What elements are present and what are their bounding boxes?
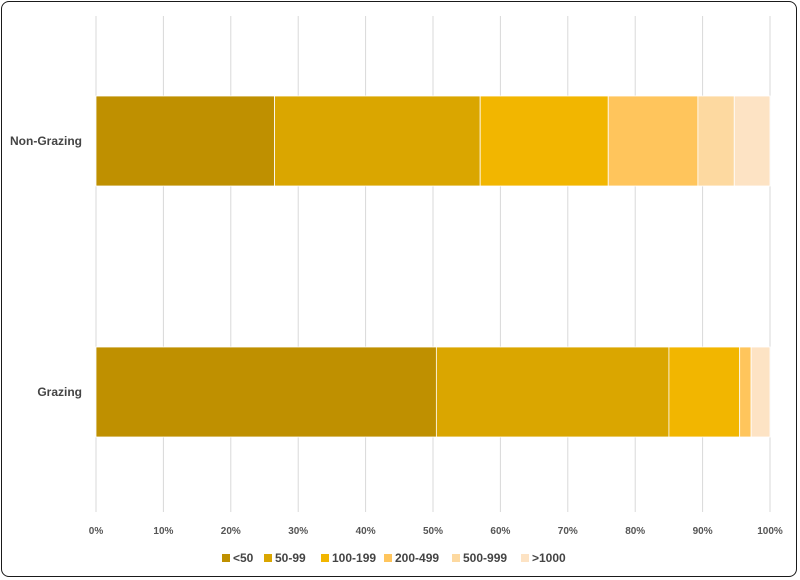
x-tick-label: 20% — [221, 526, 241, 537]
legend-label: 500-999 — [463, 551, 507, 565]
category-label: Non-Grazing — [10, 134, 82, 148]
bar-segment — [95, 95, 276, 187]
x-tick-label: 70% — [558, 526, 578, 537]
legend-label: <50 — [233, 551, 254, 565]
x-tick-label: 0% — [89, 526, 104, 537]
x-tick-label: 50% — [423, 526, 443, 537]
bar-segment — [739, 346, 752, 438]
bar-segment — [607, 95, 699, 187]
legend-swatch — [384, 554, 392, 562]
category-labels: Non-Grazing Grazing — [10, 134, 82, 399]
bar-segment — [274, 95, 481, 187]
x-tick-label: 90% — [693, 526, 713, 537]
gridlines — [95, 16, 771, 512]
legend-label: 100-199 — [332, 551, 376, 565]
x-tick-label: 100% — [757, 526, 783, 537]
bar-segment — [95, 346, 437, 438]
legend-swatch — [521, 554, 529, 562]
bar-segment — [668, 346, 741, 438]
legend-swatch — [222, 554, 230, 562]
legend-label: 50-99 — [275, 551, 306, 565]
legend-label: >1000 — [532, 551, 566, 565]
bar-segment — [435, 346, 670, 438]
legend-swatch — [264, 554, 272, 562]
bars — [95, 95, 771, 438]
x-tick-label: 30% — [288, 526, 308, 537]
bar-segment — [479, 95, 609, 187]
legend: <50 50-99 100-199 200-499 500-999 >1000 — [222, 551, 566, 565]
category-label: Grazing — [37, 385, 82, 399]
x-tick-label: 40% — [356, 526, 376, 537]
x-tick-label: 10% — [153, 526, 173, 537]
bar-segment — [733, 95, 771, 187]
legend-swatch — [452, 554, 460, 562]
x-tick-label: 60% — [490, 526, 510, 537]
x-tick-label: 80% — [625, 526, 645, 537]
bar-segment — [697, 95, 735, 187]
bar-segment — [750, 346, 771, 438]
legend-swatch — [321, 554, 329, 562]
legend-label: 200-499 — [395, 551, 439, 565]
x-axis-ticks: 0% 10% 20% 30% 40% 50% 60% 70% 80% 90% 100% — [89, 526, 783, 537]
